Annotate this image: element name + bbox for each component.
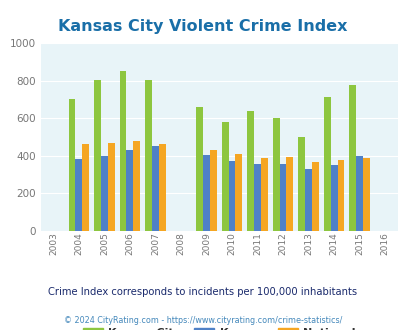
Bar [228, 161, 235, 231]
Legend: Kansas City, Kansas, National: Kansas City, Kansas, National [78, 323, 360, 330]
Bar [235, 154, 242, 231]
Bar [298, 137, 305, 231]
Bar [355, 156, 362, 231]
Bar [75, 159, 82, 231]
Bar [323, 97, 330, 231]
Text: © 2024 CityRating.com - https://www.cityrating.com/crime-statistics/: © 2024 CityRating.com - https://www.city… [64, 315, 341, 325]
Bar [158, 144, 165, 231]
Bar [94, 80, 101, 231]
Text: Kansas City Violent Crime Index: Kansas City Violent Crime Index [58, 19, 347, 34]
Bar [279, 164, 286, 231]
Bar [260, 158, 267, 231]
Bar [68, 99, 75, 231]
Bar [311, 162, 318, 231]
Bar [247, 111, 254, 231]
Bar [151, 146, 158, 231]
Bar [305, 169, 311, 231]
Bar [133, 141, 140, 231]
Bar [254, 164, 260, 231]
Bar [337, 160, 343, 231]
Bar [286, 157, 293, 231]
Bar [108, 143, 115, 231]
Bar [272, 118, 279, 231]
Bar [202, 155, 209, 231]
Bar [101, 156, 108, 231]
Bar [221, 122, 228, 231]
Bar [196, 107, 202, 231]
Bar [348, 85, 355, 231]
Bar [330, 165, 337, 231]
Bar [209, 150, 216, 231]
Bar [126, 150, 133, 231]
Text: Crime Index corresponds to incidents per 100,000 inhabitants: Crime Index corresponds to incidents per… [48, 287, 357, 297]
Bar [145, 80, 151, 231]
Bar [82, 144, 89, 231]
Bar [362, 158, 369, 231]
Bar [119, 71, 126, 231]
